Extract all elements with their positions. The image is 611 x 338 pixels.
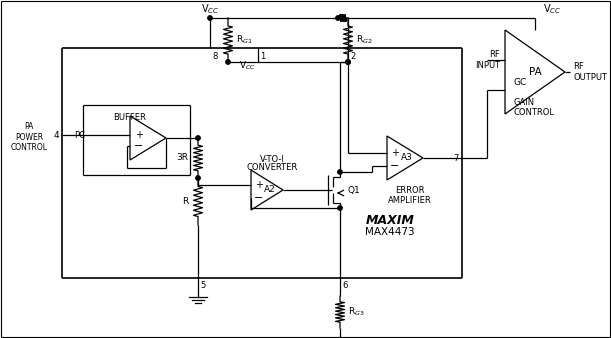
Text: 8: 8: [212, 52, 218, 61]
Text: A3: A3: [401, 153, 413, 163]
Text: 3R: 3R: [176, 153, 188, 163]
Circle shape: [208, 16, 212, 20]
Text: 1: 1: [260, 52, 265, 61]
Text: V$_{CC}$: V$_{CC}$: [240, 60, 257, 72]
Text: ERROR
AMPLIFIER: ERROR AMPLIFIER: [388, 186, 432, 206]
Text: PA
POWER
CONTROL: PA POWER CONTROL: [10, 122, 48, 152]
Text: R: R: [181, 196, 188, 206]
Text: −: −: [134, 141, 144, 151]
Text: MAXIM: MAXIM: [365, 214, 414, 226]
Text: R$_{G2}$: R$_{G2}$: [356, 34, 373, 46]
Text: 6: 6: [342, 281, 348, 290]
Circle shape: [196, 136, 200, 140]
Text: PA: PA: [529, 67, 541, 77]
Text: V-TO-I: V-TO-I: [260, 155, 285, 165]
Text: RF
INPUT: RF INPUT: [475, 50, 500, 70]
Text: 5: 5: [200, 281, 205, 290]
Text: CONVERTER: CONVERTER: [246, 164, 298, 172]
Text: R$_{G1}$: R$_{G1}$: [236, 34, 253, 46]
Circle shape: [338, 206, 342, 210]
Circle shape: [336, 16, 340, 20]
Text: BUFFER: BUFFER: [114, 113, 147, 122]
Text: PC: PC: [74, 130, 85, 140]
Circle shape: [338, 170, 342, 174]
Text: V$_{CC}$: V$_{CC}$: [201, 2, 219, 16]
Text: +: +: [135, 130, 143, 140]
Text: A2: A2: [264, 186, 276, 194]
Text: GC: GC: [513, 78, 526, 87]
Circle shape: [196, 176, 200, 180]
Text: 7: 7: [453, 154, 459, 163]
Text: −: −: [254, 193, 264, 203]
Circle shape: [226, 60, 230, 64]
Text: 4: 4: [53, 130, 59, 140]
Text: +: +: [255, 180, 263, 190]
Circle shape: [346, 60, 350, 64]
Text: V$_{CC}$: V$_{CC}$: [543, 2, 562, 16]
Text: RF
OUTPUT: RF OUTPUT: [573, 62, 607, 82]
Text: R$_{G3}$: R$_{G3}$: [348, 306, 365, 318]
Text: GAIN
CONTROL: GAIN CONTROL: [513, 98, 554, 117]
Text: 2: 2: [350, 52, 355, 61]
Text: MAX4473: MAX4473: [365, 227, 415, 237]
Circle shape: [346, 60, 350, 64]
Text: +: +: [391, 148, 399, 158]
Text: Q1: Q1: [348, 186, 360, 194]
Text: −: −: [390, 161, 400, 171]
